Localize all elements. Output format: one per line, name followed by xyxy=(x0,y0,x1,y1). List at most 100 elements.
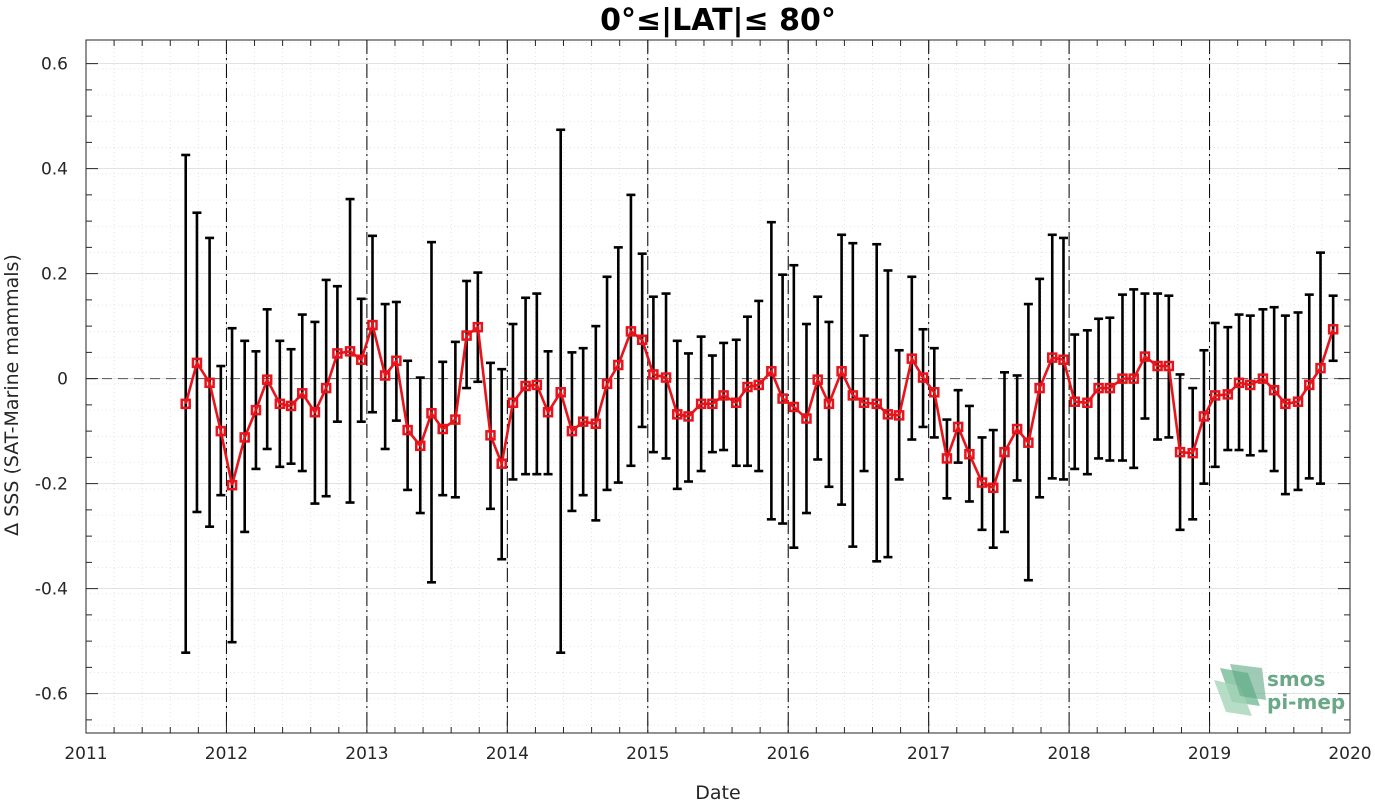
data-point-marker xyxy=(391,355,402,367)
data-point-marker xyxy=(882,409,894,420)
data-point-marker xyxy=(191,357,203,369)
data-point-marker xyxy=(472,321,484,333)
data-point-marker xyxy=(1104,382,1116,394)
data-point-marker xyxy=(309,406,321,418)
y-tick-label: 0.2 xyxy=(41,265,68,285)
smos-pi-mep-logo: smos pi-mep xyxy=(1214,664,1345,716)
year-boundary-lines xyxy=(225,40,1211,733)
data-point-marker xyxy=(402,424,413,436)
data-point-marker xyxy=(1011,423,1023,435)
data-point-marker xyxy=(1268,384,1280,396)
logo-text-smos: smos xyxy=(1267,667,1325,691)
data-point-marker xyxy=(788,401,800,413)
y-tick-label: -0.6 xyxy=(35,685,68,705)
x-tick-label: 2016 xyxy=(767,744,810,764)
data-point-marker xyxy=(1209,390,1221,401)
chart-title: 0°≤|LAT|≤ 80° xyxy=(600,3,836,38)
data-point-marker xyxy=(777,393,788,404)
data-point-marker xyxy=(601,378,613,390)
data-point-marker xyxy=(1163,360,1175,372)
y-tick-label: 0.4 xyxy=(41,160,68,180)
data-point-marker xyxy=(625,326,637,337)
x-tick-label: 2018 xyxy=(1047,744,1090,764)
data-point-marker xyxy=(660,372,672,383)
data-point-marker xyxy=(753,379,764,391)
plot-frame xyxy=(85,39,1351,734)
data-point-marker xyxy=(555,387,566,398)
data-point-marker xyxy=(507,397,519,409)
data-point-marker xyxy=(613,359,624,371)
x-tick-labels: 2011 2012 2013 2014 2015 2016 2017 2018 2019 2020 xyxy=(64,744,1371,764)
data-point-marker xyxy=(695,398,707,410)
data-point-marker xyxy=(1117,373,1128,384)
data-point-marker xyxy=(297,388,308,399)
data-point-marker xyxy=(952,421,964,433)
x-tick-label: 2019 xyxy=(1188,744,1231,764)
data-point-marker xyxy=(1174,446,1186,458)
data-point-marker xyxy=(1093,382,1104,394)
x-tick-label: 2017 xyxy=(907,744,950,764)
y-axis-label: Δ SSS (SAT-Marine mammals) xyxy=(1,254,23,536)
logo-text-pi-mep: pi-mep xyxy=(1267,690,1345,714)
y-tick-label: -0.2 xyxy=(35,475,68,495)
data-point-marker xyxy=(274,398,286,410)
minor-grid xyxy=(86,40,1350,733)
data-point-marker xyxy=(847,390,859,401)
data-point-marker xyxy=(766,366,777,377)
data-point-marker xyxy=(1304,379,1315,391)
data-point-marker xyxy=(1023,437,1034,448)
data-point-marker xyxy=(461,330,472,341)
data-point-marker xyxy=(180,398,191,410)
data-point-marker xyxy=(823,398,835,410)
x-tick-label: 2015 xyxy=(626,744,669,764)
data-point-marker xyxy=(801,413,812,424)
data-point-marker xyxy=(1292,396,1304,407)
data-point-marker xyxy=(976,477,988,488)
data-point-marker xyxy=(683,411,694,422)
data-point-marker xyxy=(415,440,426,452)
series-line xyxy=(184,320,1335,490)
data-point-marker xyxy=(226,479,238,491)
x-axis-label: Date xyxy=(695,782,740,801)
data-point-marker xyxy=(1034,382,1045,394)
data-point-marker xyxy=(577,416,589,427)
data-point-marker xyxy=(215,425,227,437)
data-point-marker xyxy=(1152,360,1163,372)
data-point-marker xyxy=(929,387,940,398)
data-point-marker xyxy=(917,372,929,383)
data-point-marker xyxy=(1222,389,1234,400)
data-point-marker xyxy=(1327,324,1339,335)
data-point-marker xyxy=(426,408,437,419)
data-point-marker xyxy=(1245,379,1256,391)
data-point-marker xyxy=(450,414,461,425)
logo-mark-icon xyxy=(1214,664,1266,716)
y-tick-label: 0.6 xyxy=(41,55,68,75)
data-point-marker xyxy=(542,406,554,418)
data-point-marker xyxy=(812,374,823,385)
major-grid xyxy=(85,40,1351,733)
data-point-marker xyxy=(250,404,262,416)
x-tick-label: 2013 xyxy=(345,744,388,764)
series-markers xyxy=(180,319,1339,494)
data-point-marker xyxy=(718,390,729,401)
data-point-marker xyxy=(320,382,332,394)
data-point-marker xyxy=(1047,352,1058,363)
data-point-marker xyxy=(1233,377,1245,389)
data-point-marker xyxy=(1198,411,1210,422)
x-tick-label: 2011 xyxy=(64,744,107,764)
data-point-marker xyxy=(893,410,905,421)
data-point-marker xyxy=(648,369,659,380)
data-point-marker xyxy=(964,448,975,460)
data-point-marker xyxy=(367,319,378,331)
data-point-marker xyxy=(437,423,448,435)
data-point-marker xyxy=(1082,397,1093,409)
data-point-marker xyxy=(858,397,870,409)
data-point-marker xyxy=(988,482,999,494)
data-point-marker xyxy=(999,446,1010,458)
data-point-marker xyxy=(1139,351,1151,362)
data-point-marker xyxy=(672,409,683,420)
data-point-marker xyxy=(356,354,367,365)
data-point-marker xyxy=(1280,398,1291,410)
data-point-marker xyxy=(590,418,602,430)
